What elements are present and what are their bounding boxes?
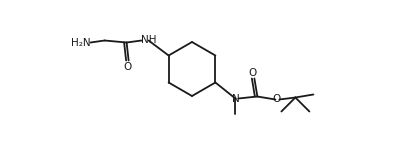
Text: N: N bbox=[231, 93, 239, 104]
Text: NH: NH bbox=[141, 35, 156, 44]
Text: O: O bbox=[249, 67, 257, 78]
Text: H₂N: H₂N bbox=[71, 37, 91, 48]
Text: O: O bbox=[272, 94, 281, 105]
Text: O: O bbox=[124, 61, 132, 72]
